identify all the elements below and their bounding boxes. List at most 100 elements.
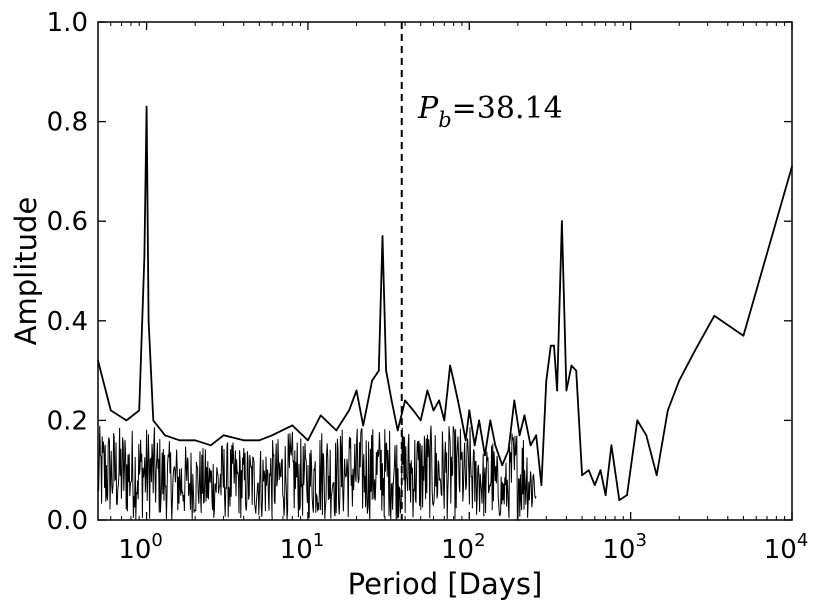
data-point — [419, 419, 422, 422]
y-tick-label: 0.8 — [47, 108, 88, 138]
data-point — [599, 469, 602, 472]
data-point — [513, 399, 516, 402]
data-point — [553, 344, 555, 347]
data-point — [362, 424, 365, 427]
data-point — [464, 439, 467, 442]
data-point — [593, 484, 596, 486]
data-point — [438, 399, 440, 402]
noise-band — [97, 425, 537, 522]
data-point — [666, 409, 669, 412]
data-point — [412, 409, 415, 412]
x-tick-label: 101 — [280, 530, 325, 565]
data-point — [529, 444, 532, 447]
series-layer — [97, 105, 793, 502]
data-point — [404, 399, 406, 402]
data-point — [164, 434, 166, 437]
data-point — [618, 499, 621, 501]
data-point — [501, 464, 504, 467]
data-point — [291, 424, 294, 427]
x-tick-label: 100 — [118, 530, 163, 565]
data-point — [396, 429, 399, 432]
data-point — [452, 379, 455, 382]
y-tick-label: 0.6 — [47, 207, 88, 237]
data-point — [694, 349, 696, 352]
series-line — [97, 105, 793, 502]
data-point — [494, 444, 497, 447]
annotation-symbol: P — [417, 91, 439, 126]
data-point — [478, 419, 480, 422]
data-point — [209, 444, 212, 447]
data-point — [426, 389, 429, 392]
data-point — [178, 439, 181, 442]
x-tick-label: 102 — [441, 530, 486, 565]
data-point — [390, 399, 393, 402]
data-point — [489, 419, 492, 422]
data-point — [145, 105, 148, 108]
data-point — [742, 334, 745, 337]
noise-trace — [97, 425, 537, 522]
data-point — [545, 379, 548, 382]
data-point — [271, 434, 273, 437]
y-tick-label: 0.2 — [47, 406, 88, 436]
data-point — [655, 474, 658, 477]
data-point — [473, 444, 476, 447]
data-point — [461, 419, 463, 422]
data-point — [194, 439, 197, 442]
data-point — [381, 235, 384, 238]
data-point — [507, 449, 510, 452]
data-point — [109, 409, 112, 412]
data-point — [556, 389, 558, 392]
x-axis-label: Period [Days] — [348, 567, 543, 601]
plot-frame — [97, 21, 793, 521]
data-point — [587, 469, 590, 472]
data-point — [645, 434, 648, 437]
data-point — [147, 319, 150, 322]
annotation-subscript: b — [438, 108, 451, 132]
data-point — [540, 484, 543, 486]
data-point — [468, 409, 471, 412]
x-tick-label: 103 — [602, 530, 647, 565]
y-tick-label: 0.4 — [47, 307, 88, 337]
period-annotation: Pb=38.14 — [417, 91, 563, 132]
data-point — [348, 409, 350, 412]
data-point — [518, 434, 521, 437]
data-point — [561, 220, 563, 223]
data-point — [138, 409, 141, 412]
x-tick-label: 104 — [764, 530, 809, 565]
y-tick-label: 1.0 — [47, 8, 88, 38]
data-point — [575, 369, 578, 372]
data-point — [626, 494, 628, 496]
data-point — [307, 439, 309, 442]
data-point — [432, 409, 435, 412]
data-point — [143, 255, 146, 257]
data-point — [565, 389, 568, 392]
data-point — [319, 414, 322, 417]
data-point — [385, 369, 387, 372]
data-point — [581, 474, 583, 477]
data-point — [371, 379, 373, 382]
data-point — [335, 429, 338, 432]
data-point — [355, 389, 358, 392]
y-tick-label: 0.0 — [47, 506, 88, 536]
data-point — [484, 454, 486, 457]
data-point — [604, 494, 607, 496]
data-point — [713, 314, 716, 317]
data-point — [152, 419, 155, 422]
data-point — [443, 419, 446, 422]
annotation-value: =38.14 — [452, 91, 563, 126]
data-point — [457, 399, 459, 402]
data-point — [242, 439, 245, 442]
data-point — [222, 434, 225, 437]
data-point — [535, 434, 538, 437]
data-point — [377, 369, 380, 372]
data-point — [636, 419, 639, 422]
data-point — [258, 439, 261, 442]
data-point — [570, 364, 573, 367]
data-point — [125, 419, 128, 422]
data-point — [549, 344, 552, 347]
data-point — [523, 414, 526, 417]
ticks-layer: 0.0 0.2 0.4 0.6 0.8 1.0 100 101 102 103 104 — [47, 8, 809, 565]
data-point — [678, 379, 681, 382]
data-point — [610, 444, 613, 447]
